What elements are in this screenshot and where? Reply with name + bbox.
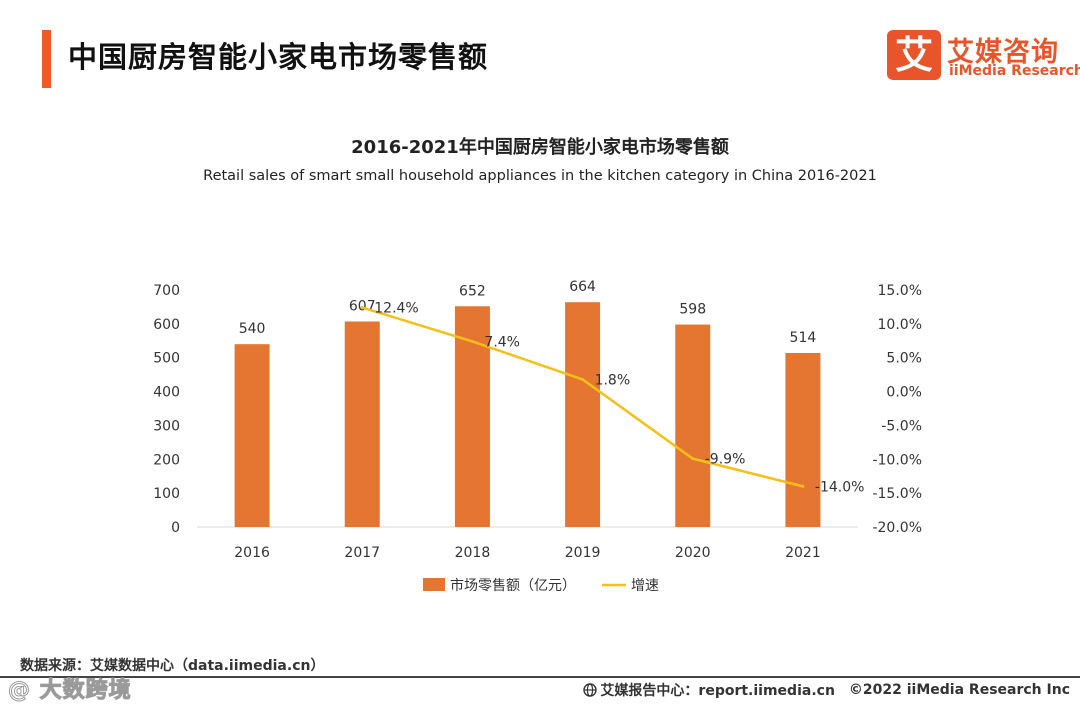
bar-value-label: 652 <box>459 283 486 299</box>
globe-icon <box>583 683 598 697</box>
bar <box>675 324 711 527</box>
footer-credits: 艾媒报告中心：report.iimedia.cn ©2022 iiMedia R… <box>583 680 1070 700</box>
y-right-tick-label: 15.0% <box>878 283 922 299</box>
x-tick-label: 2019 <box>565 545 601 561</box>
bar-value-label: 598 <box>679 302 706 318</box>
data-source: 数据来源：艾媒数据中心（data.iimedia.cn） <box>20 658 325 674</box>
watermark: @ 大数跨境 <box>8 678 132 704</box>
logo-badge: 艾 <box>887 30 941 80</box>
y-left-tick-label: 200 <box>153 452 180 468</box>
y-left-tick-label: 700 <box>153 283 180 299</box>
title-accent-bar <box>42 30 51 88</box>
y-right-tick-label: 0.0% <box>886 385 922 401</box>
x-tick-label: 2021 <box>785 545 821 561</box>
growth-value-label: 1.8% <box>595 372 631 388</box>
x-tick-label: 2020 <box>675 545 711 561</box>
growth-point <box>691 457 695 461</box>
y-right-tick-label: 5.0% <box>886 351 922 367</box>
logo-name-cn: 艾媒咨询 <box>947 37 1059 68</box>
y-left-tick-label: 100 <box>153 486 180 502</box>
growth-point <box>360 306 364 310</box>
y-left-tick-label: 600 <box>153 317 180 333</box>
growth-value-label: -14.0% <box>815 479 865 495</box>
y-left-tick-label: 300 <box>153 418 180 434</box>
growth-point <box>801 484 805 488</box>
bar-value-label: 664 <box>569 279 596 295</box>
growth-point <box>581 377 585 381</box>
legend-bar-label: 市场零售额（亿元） <box>450 577 576 594</box>
logo-name-en: iiMedia Research <box>949 63 1080 79</box>
y-right-tick-label: -15.0% <box>872 486 922 502</box>
growth-value-label: -9.9% <box>705 452 746 468</box>
y-left-tick-label: 0 <box>171 520 180 536</box>
y-left-tick-label: 500 <box>153 351 180 367</box>
bar-value-label: 540 <box>239 321 266 337</box>
legend-bar-swatch <box>423 578 445 591</box>
y-right-tick-label: -20.0% <box>872 520 922 536</box>
growth-value-label: 7.4% <box>484 334 520 350</box>
y-right-tick-label: 10.0% <box>878 317 922 333</box>
y-left-tick-label: 400 <box>153 385 180 401</box>
growth-value-label: 12.4% <box>374 301 418 317</box>
bar-value-label: 514 <box>790 330 817 346</box>
page-title: 中国厨房智能小家电市场零售额 <box>68 40 489 74</box>
y-right-tick-label: -10.0% <box>872 452 922 468</box>
y-right-tick-label: -5.0% <box>881 418 922 434</box>
report-center: 艾媒报告中心：report.iimedia.cn <box>600 683 835 699</box>
bar <box>785 352 821 527</box>
chart-title: 2016-2021年中国厨房智能小家电市场零售额 <box>351 137 729 158</box>
bar <box>565 302 601 527</box>
footer-divider <box>0 676 1080 678</box>
bar <box>454 306 490 527</box>
logo: 艾 艾媒咨询 iiMedia Research <box>887 30 1080 84</box>
x-tick-label: 2016 <box>234 545 270 561</box>
bar <box>234 344 270 527</box>
copyright: ©2022 iiMedia Research Inc <box>848 682 1070 698</box>
legend-line-label: 增速 <box>631 578 659 594</box>
bar <box>344 321 380 527</box>
x-tick-label: 2018 <box>455 545 491 561</box>
growth-point <box>470 339 474 343</box>
x-tick-label: 2017 <box>344 545 380 561</box>
chart-subtitle: Retail sales of smart small household ap… <box>203 168 877 184</box>
